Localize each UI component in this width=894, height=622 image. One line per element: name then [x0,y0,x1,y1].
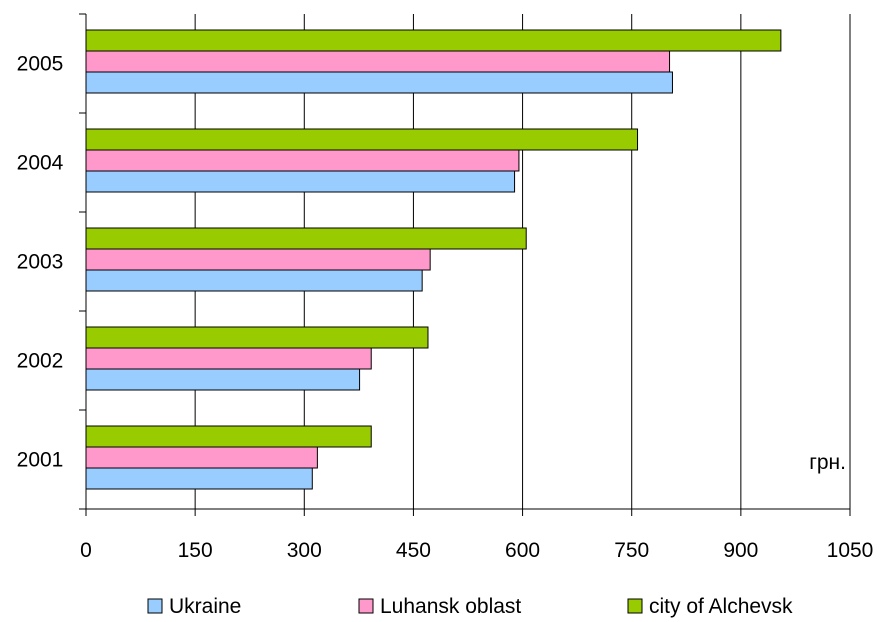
bar-luhansk-oblast-2005 [85,50,671,73]
bar-luhansk-oblast-2004 [85,149,520,172]
bar-luhansk-oblast-2003 [85,248,431,271]
bar-ukraine-2001 [85,467,313,490]
legend-swatch-luhansk-oblast [358,598,374,614]
bar-city-of-alchevsk-2001 [85,425,372,448]
x-tick-label-750: 750 [614,539,649,562]
legend: Ukraine Luhansk oblast city of Alchevsk [147,595,793,618]
bar-city-of-alchevsk-2004 [85,128,639,151]
bar-city-of-alchevsk-2003 [85,227,527,250]
bar-ukraine-2002 [85,368,361,391]
x-tick-label-0: 0 [80,539,92,562]
y-tick-label-2005: 2005 [17,53,64,76]
legend-swatch-ukraine [147,598,163,614]
y-tick-label-2004: 2004 [17,152,64,175]
bar-luhansk-oblast-2001 [85,446,318,469]
bar-luhansk-oblast-2002 [85,347,372,370]
y-tick-label-2003: 2003 [17,251,64,274]
x-tick-label-150: 150 [178,539,213,562]
y-axis-labels: 2005 2004 2003 2002 2001 [17,53,64,472]
x-tick-label-900: 900 [723,539,758,562]
axes [79,13,851,516]
legend-label-luhansk-oblast: Luhansk oblast [380,595,521,618]
bar-ukraine-2005 [85,71,673,94]
legend-swatch-city-of-alchevsk [627,598,643,614]
x-tick-label-450: 450 [396,539,431,562]
bars [85,29,782,490]
x-tick-label-300: 300 [287,539,322,562]
bar-ukraine-2003 [85,269,423,292]
bar-ukraine-2004 [85,170,516,193]
bar-city-of-alchevsk-2005 [85,29,782,52]
legend-label-city-of-alchevsk: city of Alchevsk [649,595,793,618]
x-tick-label-1050: 1050 [827,539,874,562]
bar-city-of-alchevsk-2002 [85,326,429,349]
x-tick-label-600: 600 [505,539,540,562]
unit-label: грн. [809,451,846,474]
y-tick-label-2002: 2002 [17,350,64,373]
legend-label-ukraine: Ukraine [169,595,241,618]
y-tick-label-2001: 2001 [17,449,64,472]
x-axis-labels: 0 150 300 450 600 750 900 1050 [80,539,873,562]
